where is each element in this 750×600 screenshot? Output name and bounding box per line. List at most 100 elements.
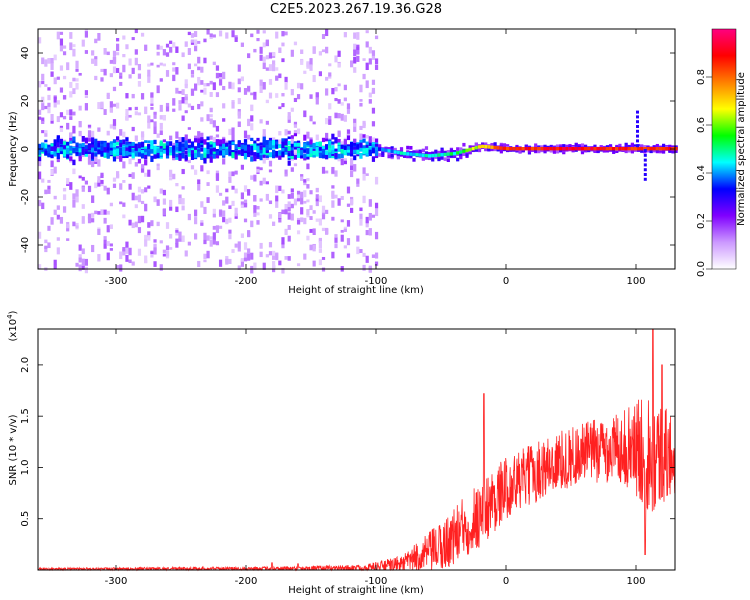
heatmap-cell xyxy=(290,143,294,148)
heatmap-cell xyxy=(72,88,76,95)
heatmap-cell xyxy=(66,224,70,229)
heatmap-cell xyxy=(41,117,45,123)
heatmap-cell xyxy=(128,247,132,256)
heatmap-cell xyxy=(562,144,566,148)
heatmap-cell xyxy=(134,57,138,66)
heatmap-cell xyxy=(234,148,238,154)
heatmap-cell xyxy=(262,42,266,48)
heatmap-cell xyxy=(668,144,672,149)
heatmap-cell xyxy=(181,205,185,211)
heatmap-cell xyxy=(56,214,60,220)
heatmap-cell xyxy=(284,169,288,176)
heatmap-cell xyxy=(222,150,226,156)
heatmap-cell xyxy=(281,93,285,97)
heatmap-cell xyxy=(337,157,341,162)
heatmap-cell xyxy=(69,42,73,51)
heatmap-cell xyxy=(122,146,126,153)
heatmap-cell xyxy=(172,98,176,106)
heatmap-cell xyxy=(122,247,126,252)
heatmap-cell xyxy=(206,182,210,186)
heatmap-cell xyxy=(125,93,129,99)
heatmap-cell xyxy=(296,263,301,267)
heatmap-cell xyxy=(359,152,363,159)
heatmap-cell xyxy=(309,205,313,211)
heatmap-cell xyxy=(147,120,151,129)
heatmap-cell xyxy=(131,126,135,132)
heatmap-cell xyxy=(340,152,344,159)
heatmap-cell xyxy=(119,155,123,162)
heatmap-cell xyxy=(265,140,269,145)
heatmap-cell xyxy=(243,153,248,160)
heatmap-cell xyxy=(362,264,366,271)
heatmap-cell xyxy=(371,156,376,162)
heatmap-cell xyxy=(278,47,282,54)
heatmap-cell xyxy=(50,114,54,121)
heatmap-cell xyxy=(268,140,273,144)
heatmap-cell xyxy=(59,149,64,155)
heatmap-cell xyxy=(69,32,73,39)
heatmap-cell xyxy=(87,138,92,142)
heatmap-cell xyxy=(334,112,338,119)
heatmap-cell xyxy=(231,185,235,190)
heatmap-cell xyxy=(203,159,207,164)
heatmap-cell xyxy=(128,114,132,118)
heatmap-cell xyxy=(275,201,279,208)
heatmap-cell xyxy=(549,148,553,153)
heatmap-cell xyxy=(296,230,301,235)
heatmap-cell xyxy=(228,217,232,223)
heatmap-cell xyxy=(421,148,425,153)
heatmap-cell xyxy=(69,150,73,154)
heatmap-cell xyxy=(234,35,238,40)
heatmap-cell xyxy=(459,155,463,160)
heatmap-cell xyxy=(247,118,251,127)
heatmap-cell xyxy=(618,143,622,148)
heatmap-cell xyxy=(165,106,170,112)
heatmap-cell xyxy=(150,62,154,66)
heatmap-cell xyxy=(337,198,341,206)
heatmap-cell xyxy=(296,198,301,202)
heatmap-cell xyxy=(247,230,251,237)
heatmap-cell xyxy=(137,227,142,234)
heatmap-cell xyxy=(200,153,204,160)
heatmap-cell xyxy=(399,151,404,155)
heatmap-cell xyxy=(662,147,666,151)
heatmap-cell xyxy=(412,150,416,155)
heatmap-cell xyxy=(287,201,291,208)
heatmap-cell xyxy=(530,147,535,151)
heatmap-cell xyxy=(78,146,82,151)
heatmap-cell xyxy=(300,207,304,215)
heatmap-cell xyxy=(53,150,57,157)
heatmap-cell xyxy=(119,139,123,145)
heatmap-cell xyxy=(415,153,419,157)
heatmap-cell xyxy=(75,225,79,229)
heatmap-cell xyxy=(59,45,64,52)
heatmap-cell xyxy=(234,152,238,156)
heatmap-cell xyxy=(612,150,616,154)
heatmap-cell xyxy=(640,149,644,153)
heatmap-cell xyxy=(237,78,241,85)
heatmap-cell xyxy=(353,43,357,51)
heatmap-cell xyxy=(153,145,157,151)
heatmap-cell xyxy=(150,251,154,254)
heatmap-cell xyxy=(428,156,432,161)
heatmap-cell xyxy=(353,56,357,64)
heatmap-cell xyxy=(169,169,173,178)
heatmap-cell xyxy=(353,124,357,132)
heatmap-cell xyxy=(552,147,556,151)
heatmap-cell xyxy=(630,149,634,154)
heatmap-cell xyxy=(309,244,313,251)
heatmap-cell xyxy=(312,210,316,214)
heatmap-cell xyxy=(156,163,160,167)
heatmap-cell xyxy=(278,185,282,191)
heatmap-cell xyxy=(222,217,226,223)
heatmap-cell xyxy=(293,121,298,126)
heatmap-cell xyxy=(331,87,335,95)
heatmap-cell xyxy=(147,143,151,147)
heatmap-cell xyxy=(300,196,304,205)
heatmap-cell xyxy=(537,147,541,151)
heatmap-cell xyxy=(318,51,322,56)
heatmap-cell xyxy=(38,80,42,88)
heatmap-cell xyxy=(78,144,82,148)
heatmap-cell xyxy=(87,185,92,193)
heatmap-cell xyxy=(312,121,316,125)
